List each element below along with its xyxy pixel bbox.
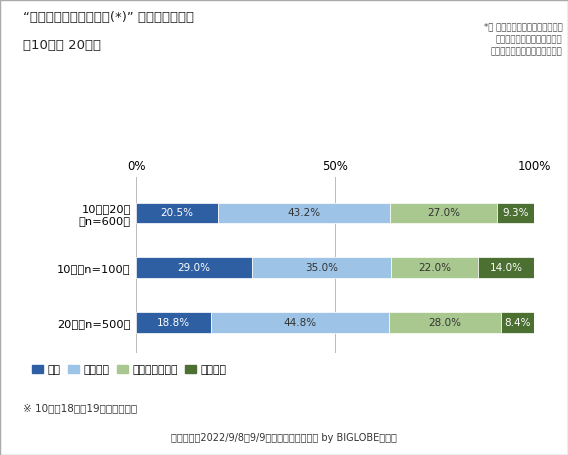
Text: 28.0%: 28.0% bbox=[428, 318, 461, 328]
Text: 27.0%: 27.0% bbox=[427, 208, 460, 218]
Bar bbox=[500, 312, 534, 333]
Bar bbox=[390, 202, 497, 223]
Bar bbox=[478, 258, 534, 278]
Text: *： 社会的に見て「良くない」と
される行いや不祥事を起こし
た個人や企業を排除する動き。: *： 社会的に見て「良くない」と される行いや不祥事を起こし た個人や企業を排除… bbox=[483, 23, 562, 57]
Bar bbox=[218, 202, 390, 223]
Text: “キャンセルカルチャー(*)” は必要と思うか: “キャンセルカルチャー(*)” は必要と思うか bbox=[23, 11, 194, 25]
Bar bbox=[136, 258, 252, 278]
Bar bbox=[136, 312, 211, 333]
Text: 22.0%: 22.0% bbox=[418, 263, 451, 273]
Text: 調査期間：2022/9/8～9/9　「あしたメディア by BIGLOBE」調べ: 調査期間：2022/9/8～9/9 「あしたメディア by BIGLOBE」調べ bbox=[171, 433, 397, 443]
Text: 9.3%: 9.3% bbox=[502, 208, 529, 218]
Text: ※ 10代は18歳、19歳が調査対象: ※ 10代は18歳、19歳が調査対象 bbox=[23, 403, 137, 413]
Text: 8.4%: 8.4% bbox=[504, 318, 531, 328]
Bar bbox=[136, 202, 218, 223]
Legend: 思う, やや思う, あまり思わない, 思わない: 思う, やや思う, あまり思わない, 思わない bbox=[28, 360, 231, 379]
Bar bbox=[252, 258, 391, 278]
Bar bbox=[211, 312, 389, 333]
Text: 35.0%: 35.0% bbox=[304, 263, 338, 273]
Bar bbox=[389, 312, 500, 333]
Text: 〆10代、 20代〇: 〆10代、 20代〇 bbox=[23, 39, 101, 52]
Text: 14.0%: 14.0% bbox=[490, 263, 523, 273]
Bar bbox=[497, 202, 534, 223]
Text: 43.2%: 43.2% bbox=[287, 208, 320, 218]
Text: 18.8%: 18.8% bbox=[157, 318, 190, 328]
Text: 20.5%: 20.5% bbox=[161, 208, 194, 218]
Bar bbox=[391, 258, 478, 278]
Text: 29.0%: 29.0% bbox=[177, 263, 211, 273]
Text: 44.8%: 44.8% bbox=[283, 318, 317, 328]
